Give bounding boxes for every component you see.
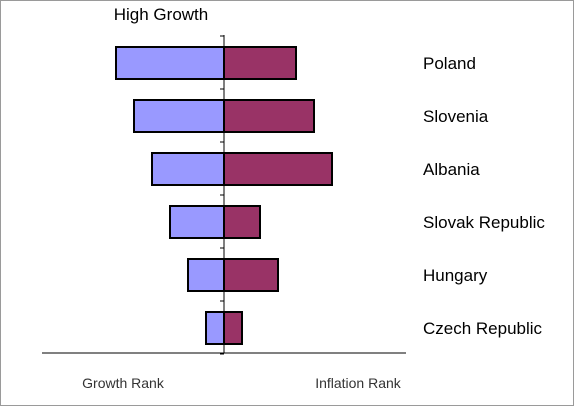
growth-rank-bar: [133, 99, 225, 133]
right-axis-caption: Inflation Rank: [315, 375, 402, 391]
bars-group: [115, 46, 333, 345]
center-axis-ticks: [220, 35, 224, 355]
growth-rank-bar: [169, 205, 225, 239]
chart-top-label: High Growth: [114, 5, 208, 24]
category-label: Hungary: [423, 266, 488, 285]
inflation-rank-bar: [223, 205, 261, 239]
category-label: Slovenia: [423, 107, 489, 126]
inflation-rank-bar: [223, 258, 279, 292]
inflation-rank-bar: [223, 152, 333, 186]
growth-rank-bar: [115, 46, 225, 80]
category-label: Czech Republic: [423, 319, 543, 338]
growth-rank-bar: [205, 311, 225, 345]
growth-rank-bar: [187, 258, 225, 292]
category-label: Albania: [423, 160, 480, 179]
inflation-rank-bar: [223, 311, 243, 345]
category-labels: Poland Slovenia Albania Slovak Republic Hung…: [423, 54, 545, 338]
inflation-rank-bar: [223, 99, 315, 133]
axes-group: [42, 35, 406, 355]
category-label: Poland: [423, 54, 476, 73]
left-axis-caption: Growth Rank: [82, 375, 165, 391]
inflation-rank-bar: [223, 46, 297, 80]
category-label: Slovak Republic: [423, 213, 545, 232]
growth-rank-bar: [151, 152, 225, 186]
